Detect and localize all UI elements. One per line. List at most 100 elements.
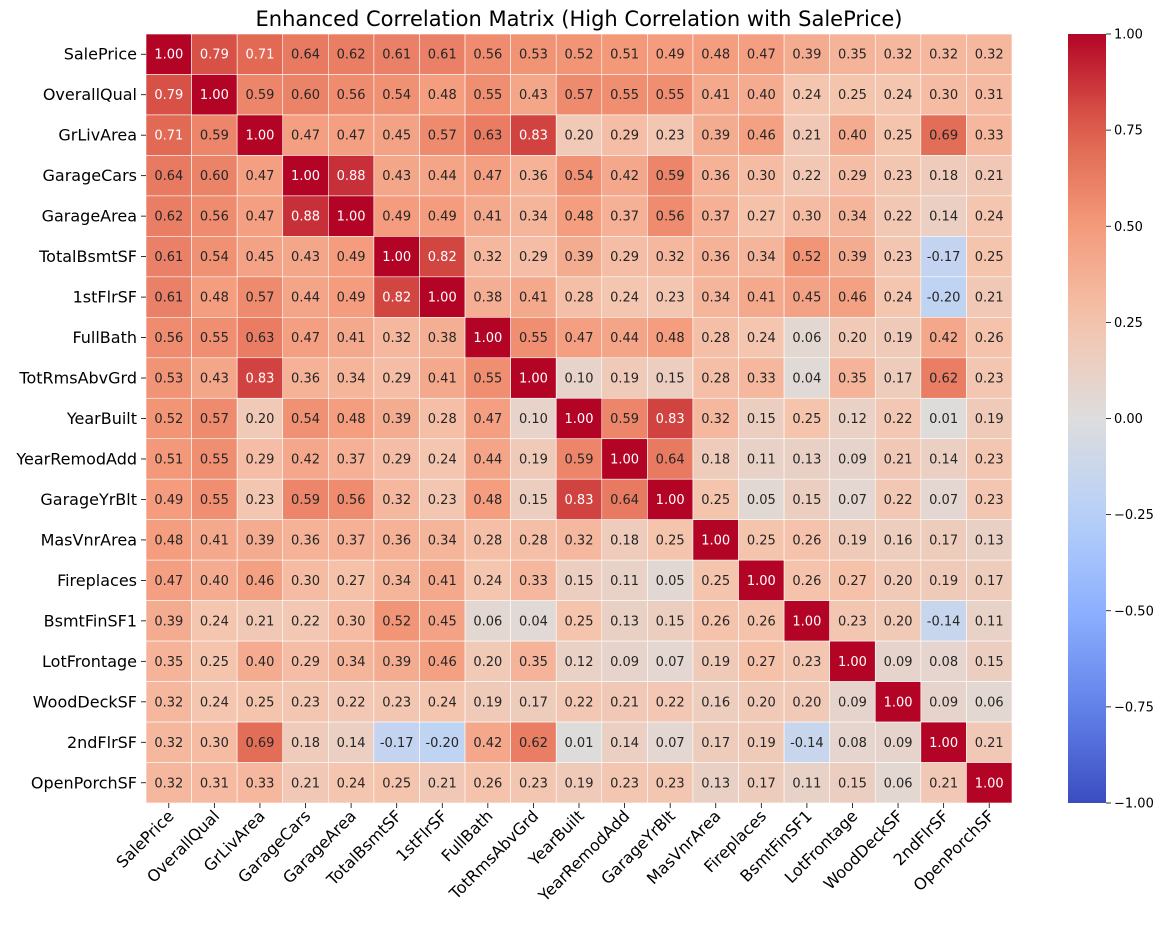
heatmap-cell [464, 519, 511, 561]
heatmap-cell [555, 155, 603, 197]
cell-value-label: 0.18 [701, 452, 730, 467]
heatmap-cell [829, 276, 876, 318]
heatmap-cell [328, 438, 375, 480]
heatmap-cell [829, 155, 876, 197]
heatmap-cell [328, 397, 375, 440]
cell-value-label: 0.71 [154, 129, 183, 144]
cell-value-label: 0.09 [884, 655, 913, 670]
cell-value-label: 0.83 [245, 372, 274, 387]
cell-value-label: 0.41 [747, 291, 776, 306]
heatmap-cell [647, 681, 694, 723]
cell-value-label: 0.23 [291, 695, 320, 710]
cell-value-label: 0.21 [610, 695, 639, 710]
heatmap-cell [738, 357, 785, 399]
cell-value-label: 0.23 [792, 655, 821, 670]
cell-value-label: 0.23 [519, 776, 548, 791]
heatmap-cell [464, 357, 511, 399]
heatmap-cell [920, 114, 967, 156]
row-label: GarageCars [43, 166, 137, 185]
heatmap-cell [966, 236, 1013, 278]
cell-value-label: 0.21 [975, 169, 1004, 184]
cell-value-label: 0.40 [747, 88, 776, 103]
cell-value-label: 0.56 [337, 88, 366, 103]
row-label: OpenPorchSF [31, 773, 137, 792]
heatmap-cell [966, 519, 1013, 561]
cell-value-label: 0.09 [929, 695, 958, 710]
row-label: LotFrontage [42, 652, 137, 671]
cell-value-label: 0.47 [473, 169, 502, 184]
cell-value-label: 0.26 [792, 533, 821, 548]
heatmap-cell [328, 195, 375, 237]
heatmap-cell [145, 33, 192, 75]
heatmap-cell [236, 721, 284, 763]
cell-value-label: 0.15 [838, 776, 867, 791]
cell-value-label: 0.45 [792, 291, 821, 306]
cell-value-label: 0.19 [519, 452, 548, 467]
cell-value-label: 0.08 [929, 655, 958, 670]
cell-value-label: 0.22 [291, 614, 320, 629]
cell-value-label: 0.61 [382, 48, 411, 63]
heatmap-cell [373, 33, 420, 75]
cell-value-label: 0.28 [428, 412, 457, 427]
cell-value-label: 0.14 [929, 210, 958, 225]
heatmap-cell [738, 317, 785, 359]
colorbar-tick-label: −0.25 [1114, 508, 1154, 523]
heatmap-cell [191, 195, 238, 237]
cell-value-label: 0.36 [291, 372, 320, 387]
cell-value-label: 0.79 [200, 48, 229, 63]
cell-value-label: 0.39 [245, 533, 274, 548]
cell-value-label: 0.24 [975, 210, 1004, 225]
heatmap-cell [419, 155, 466, 197]
heatmap-cell [191, 559, 238, 601]
cell-value-label: 0.19 [701, 655, 730, 670]
heatmap-cell [282, 236, 329, 278]
heatmap-cell [282, 276, 329, 318]
cell-value-label: 0.06 [473, 614, 502, 629]
cell-value-label: 0.47 [473, 412, 502, 427]
heatmap-cell [692, 640, 739, 682]
heatmap-cell [328, 114, 375, 156]
cell-value-label: 0.29 [382, 452, 411, 467]
cell-value-label: 0.60 [291, 88, 320, 103]
heatmap-cell [510, 114, 557, 156]
cell-value-label: 0.32 [565, 533, 594, 548]
heatmap-cell [282, 559, 329, 601]
cell-value-label: 0.13 [610, 614, 639, 629]
heatmap-cell [874, 478, 922, 520]
heatmap-cell [328, 276, 375, 318]
cell-value-label: 0.32 [382, 493, 411, 508]
cell-value-label: 0.20 [245, 412, 274, 427]
cell-value-label: 0.15 [975, 655, 1004, 670]
cell-value-label: 0.24 [792, 88, 821, 103]
cell-value-label: 0.09 [838, 452, 867, 467]
heatmap-cell [601, 681, 648, 723]
cell-value-label: 0.23 [428, 493, 457, 508]
cell-value-label: 1.00 [747, 574, 776, 589]
cell-value-label: 0.59 [565, 452, 594, 467]
heatmap-cell [510, 276, 557, 318]
cell-value-label: 0.37 [610, 210, 639, 225]
heatmap-cell [510, 559, 557, 601]
heatmap-cell [601, 640, 648, 682]
colorbar: −1.00 −0.75 −0.50 −0.25 0.00 0.25 0.50 0.75 1.00 [1068, 28, 1154, 812]
cell-value-label: 0.43 [291, 250, 320, 265]
row-label: Fireplaces [57, 571, 137, 590]
cell-value-label: 0.38 [473, 291, 502, 306]
heatmap-cell [236, 195, 284, 237]
heatmap-cell [920, 155, 967, 197]
heatmap-cell [874, 438, 922, 480]
cell-value-label: 0.11 [975, 614, 1004, 629]
cell-value-label: 0.59 [200, 129, 229, 144]
cell-value-label: -0.17 [927, 250, 961, 265]
heatmap-cell [692, 276, 739, 318]
cell-value-label: 0.22 [884, 210, 913, 225]
heatmap-cell [692, 681, 739, 723]
cell-value-label: 0.33 [519, 574, 548, 589]
cell-value-label: 0.61 [428, 48, 457, 63]
cell-value-label: 0.59 [656, 169, 685, 184]
cell-value-label: 0.24 [428, 695, 457, 710]
heatmap-cell [601, 114, 648, 156]
row-label: OverallQual [43, 85, 137, 104]
cell-value-label: 0.39 [701, 129, 730, 144]
cell-value-label: 0.30 [747, 169, 776, 184]
